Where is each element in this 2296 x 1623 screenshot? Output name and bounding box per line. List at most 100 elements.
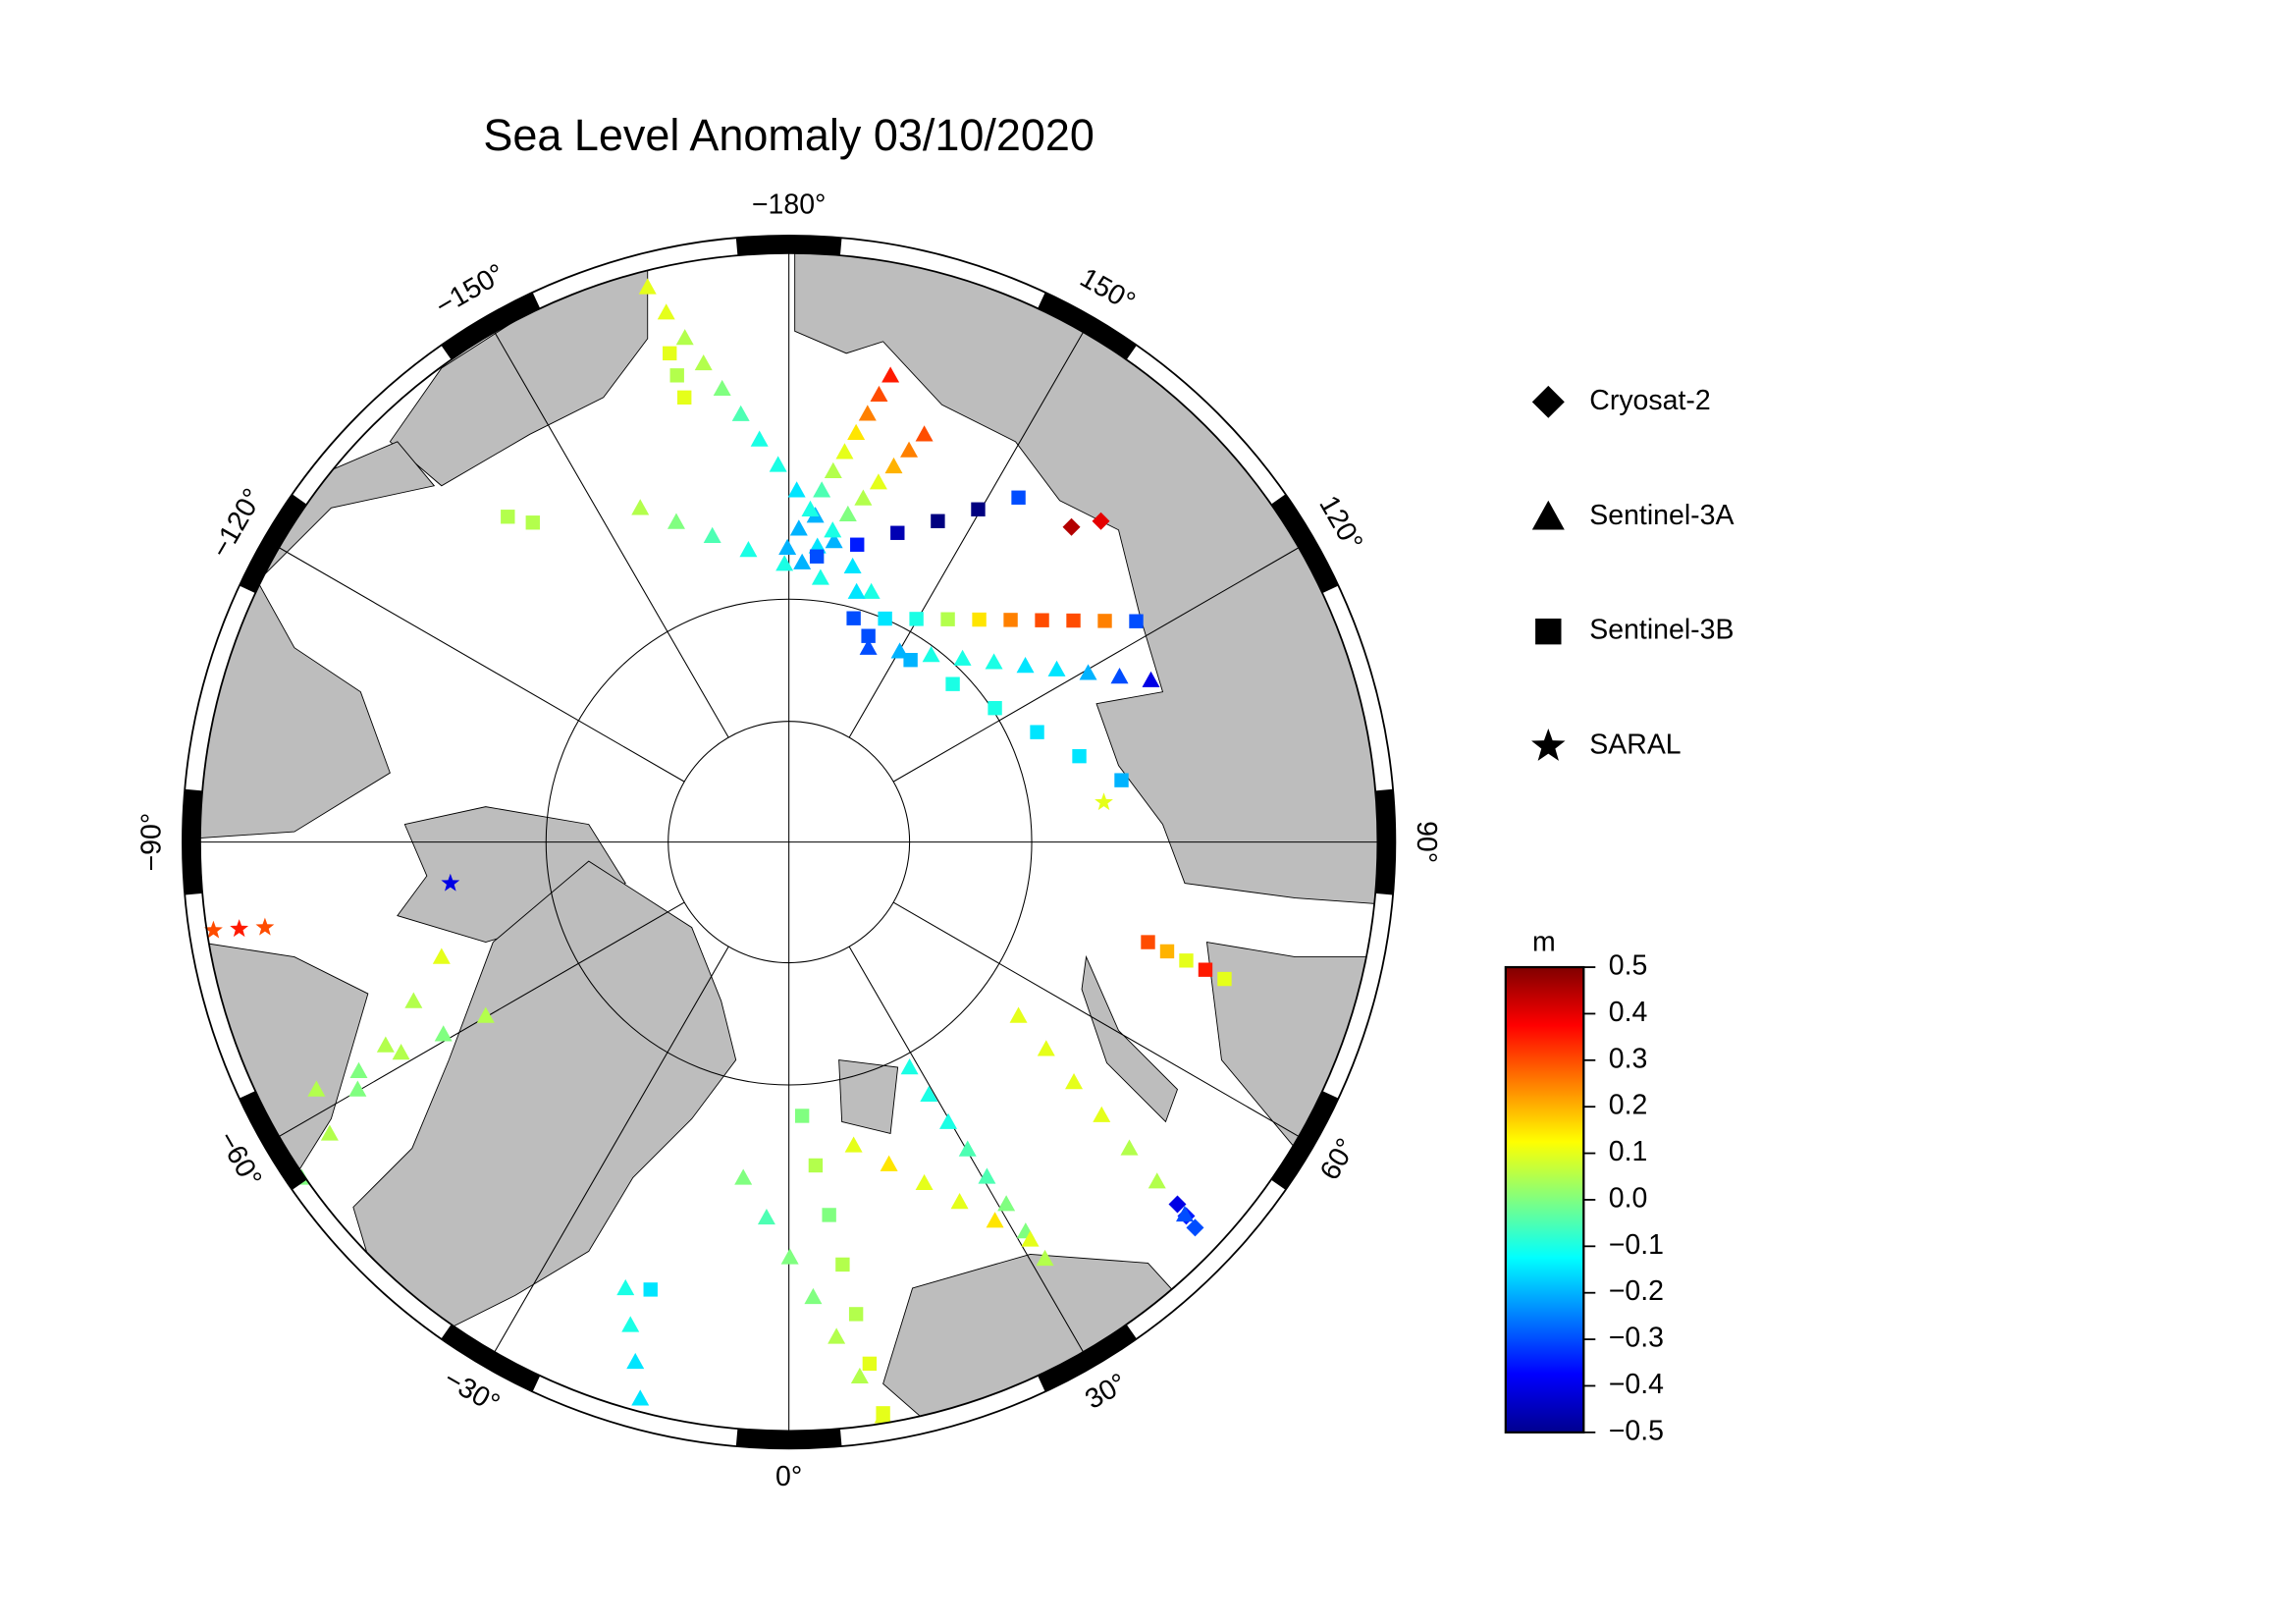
track-point [657,303,675,320]
track-point [1003,613,1018,627]
track-point [876,1406,890,1421]
legend-marker [1535,619,1562,645]
track-point [958,1140,977,1157]
longitude-label: 90° [1411,821,1442,863]
track-point [978,1167,996,1184]
legend-label: Sentinel-3B [1589,615,1734,646]
track-point [953,649,972,666]
legend-marker [1531,500,1565,530]
track-point [376,1036,395,1053]
tracks [204,278,1232,1424]
track-point [757,1208,775,1225]
track-point [835,1257,850,1272]
track-point [794,1109,810,1123]
track-point [915,425,934,442]
track-point [1141,935,1155,949]
track-point [801,500,820,516]
track-point [675,329,694,346]
longitude-label: −90° [135,813,167,872]
legend-label: Cryosat-2 [1589,385,1710,416]
track-point [1035,613,1049,627]
longitude-label: 60° [1314,1133,1362,1185]
track-point [621,1316,640,1332]
track-point [843,557,862,574]
track-point [731,405,750,421]
track-point [1037,1040,1055,1056]
track-point [1179,953,1194,968]
track-point [859,638,878,655]
track-point [986,1212,1004,1228]
track-point [1065,1073,1084,1090]
track-point [997,1195,1016,1212]
track-point [713,379,731,397]
track-point [824,461,842,478]
track-point [824,521,842,538]
colorbar-tick-label: 0.3 [1609,1043,1648,1074]
track-point [631,1389,650,1406]
frame-band [239,1091,307,1190]
legend-label: Sentinel-3A [1589,500,1734,531]
track-point [392,1044,410,1060]
track-point [1093,1106,1111,1122]
track-point [434,1025,453,1042]
track-point [703,526,721,543]
track-point [643,1282,658,1297]
track-point [663,346,677,361]
colorbar [1504,965,1585,1434]
track-point [631,499,650,515]
track-point [900,441,919,458]
track-point [769,456,787,472]
track-point [1036,1249,1054,1267]
track-point [931,514,945,528]
track-point [858,405,877,421]
frame-band [1038,292,1137,360]
track-point [971,502,986,516]
legend: Cryosat-2 Sentinel-3A Sentinel-3B SARAL [1531,385,1734,761]
track-point [813,481,831,498]
frame-band [239,494,307,594]
track-point [861,628,876,643]
track-point [890,525,905,540]
track-point [915,1173,934,1191]
track-point [1011,490,1026,505]
legend-label: SARAL [1589,730,1681,761]
track-point [780,1248,799,1265]
track-point [1142,671,1160,687]
meridian [892,547,1300,783]
track-point [677,390,692,406]
track-point [811,568,829,585]
track-point [789,519,808,536]
track-point [922,646,940,663]
frame-band [441,292,541,360]
colorbar-tick-label: 0.5 [1609,950,1648,982]
colorbar-tick-label: −0.4 [1609,1369,1664,1400]
track-point [880,1155,898,1171]
frame-band [1270,1091,1339,1190]
track-point [848,1307,864,1322]
legend-marker [1531,385,1565,418]
track-point [793,553,812,569]
track-point [1016,657,1035,674]
longitude-label: 0° [775,1461,802,1492]
track-point [1009,1006,1028,1023]
track-point [988,700,1002,716]
track-point [230,919,249,938]
track-point [255,917,275,936]
track-point [320,1124,339,1141]
meridian [494,331,729,738]
colorbar-tick-label: 0.4 [1609,997,1648,1028]
frame-band [735,235,842,256]
longitude-label: 30° [1080,1368,1132,1416]
track-point [1120,1139,1139,1156]
track-point [348,1080,367,1097]
track-point [1110,668,1129,684]
track-point [939,1112,958,1129]
colorbar-tick-label: −0.5 [1609,1415,1664,1446]
frame-band [1038,1324,1137,1392]
track-point [1159,944,1175,959]
track-point [787,481,806,498]
colorbar-tick-label: −0.3 [1609,1323,1664,1354]
track-point [1095,792,1113,811]
track-point [739,541,758,558]
